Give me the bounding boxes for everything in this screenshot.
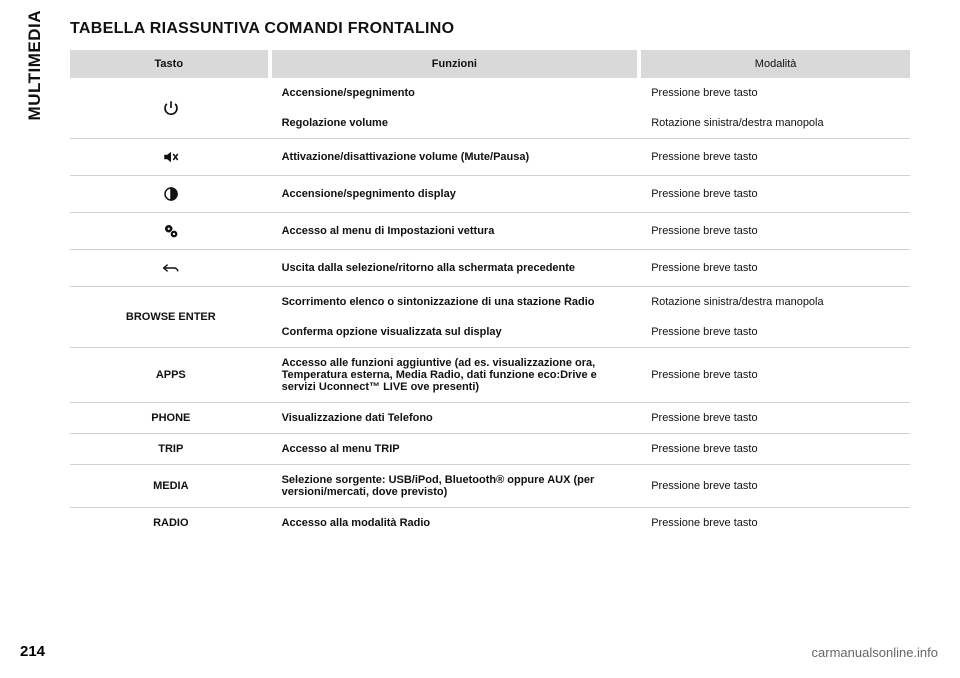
section-label: MULTIMEDIA <box>25 10 45 120</box>
back-icon <box>158 259 184 277</box>
cell-fn: Accesso alla modalità Radio <box>272 508 642 538</box>
table-header-row: Tasto Funzioni Modalità <box>70 50 910 78</box>
display-icon <box>162 185 180 203</box>
table-row: Accesso al menu di Impostazioni vettura … <box>70 213 910 250</box>
header-funzioni: Funzioni <box>272 50 642 78</box>
table-row: Uscita dalla selezione/ritorno alla sche… <box>70 250 910 287</box>
cell-fn: Accesso alle funzioni aggiuntive (ad es.… <box>272 348 642 403</box>
cell-fn: Conferma opzione visualizzata sul displa… <box>272 317 642 348</box>
power-icon <box>162 99 180 117</box>
table-row: APPS Accesso alle funzioni aggiuntive (a… <box>70 348 910 403</box>
cell-fn: Visualizzazione dati Telefono <box>272 403 642 434</box>
table-row: Attivazione/disattivazione volume (Mute/… <box>70 139 910 176</box>
cell-fn: Accensione/spegnimento <box>272 78 642 108</box>
page-title: TABELLA RIASSUNTIVA COMANDI FRONTALINO <box>70 20 454 38</box>
label-phone: PHONE <box>70 403 272 434</box>
cell-mod: Pressione breve tasto <box>641 508 910 538</box>
cell-fn: Scorrimento elenco o sintonizzazione di … <box>272 287 642 317</box>
cell-mod: Pressione breve tasto <box>641 176 910 213</box>
cell-mod: Pressione breve tasto <box>641 213 910 250</box>
cell-fn: Regolazione volume <box>272 108 642 139</box>
cell-mod: Rotazione sinistra/destra manopola <box>641 108 910 139</box>
cell-mod: Pressione breve tasto <box>641 348 910 403</box>
cell-mod: Pressione breve tasto <box>641 403 910 434</box>
header-modalita: Modalità <box>641 50 910 78</box>
label-browse-enter: BROWSE ENTER <box>70 287 272 348</box>
cell-mod: Pressione breve tasto <box>641 317 910 348</box>
footer-link: carmanualsonline.info <box>812 645 938 660</box>
table-row: BROWSE ENTER Scorrimento elenco o sinton… <box>70 287 910 317</box>
cell-fn: Attivazione/disattivazione volume (Mute/… <box>272 139 642 176</box>
cell-fn: Selezione sorgente: USB/iPod, Bluetooth®… <box>272 465 642 508</box>
table-row: Accensione/spegnimento Pressione breve t… <box>70 78 910 108</box>
label-radio: RADIO <box>70 508 272 538</box>
table-row: RADIO Accesso alla modalità Radio Pressi… <box>70 508 910 538</box>
table-row: Accensione/spegnimento display Pressione… <box>70 176 910 213</box>
mute-icon <box>162 148 180 166</box>
cell-mod: Pressione breve tasto <box>641 434 910 465</box>
cell-fn: Uscita dalla selezione/ritorno alla sche… <box>272 250 642 287</box>
cell-mod: Pressione breve tasto <box>641 250 910 287</box>
cell-fn: Accesso al menu di Impostazioni vettura <box>272 213 642 250</box>
page-number: 214 <box>20 643 45 660</box>
table-row: PHONE Visualizzazione dati Telefono Pres… <box>70 403 910 434</box>
table-row: TRIP Accesso al menu TRIP Pressione brev… <box>70 434 910 465</box>
cell-fn: Accesso al menu TRIP <box>272 434 642 465</box>
cell-mod: Pressione breve tasto <box>641 78 910 108</box>
settings-icon <box>162 222 180 240</box>
cell-mod: Pressione breve tasto <box>641 465 910 508</box>
cell-mod: Pressione breve tasto <box>641 139 910 176</box>
label-apps: APPS <box>70 348 272 403</box>
cell-mod: Rotazione sinistra/destra manopola <box>641 287 910 317</box>
commands-table: Tasto Funzioni Modalità Accensione/spegn… <box>70 50 910 538</box>
label-media: MEDIA <box>70 465 272 508</box>
table-row: MEDIA Selezione sorgente: USB/iPod, Blue… <box>70 465 910 508</box>
header-tasto: Tasto <box>70 50 272 78</box>
label-trip: TRIP <box>70 434 272 465</box>
cell-fn: Accensione/spegnimento display <box>272 176 642 213</box>
